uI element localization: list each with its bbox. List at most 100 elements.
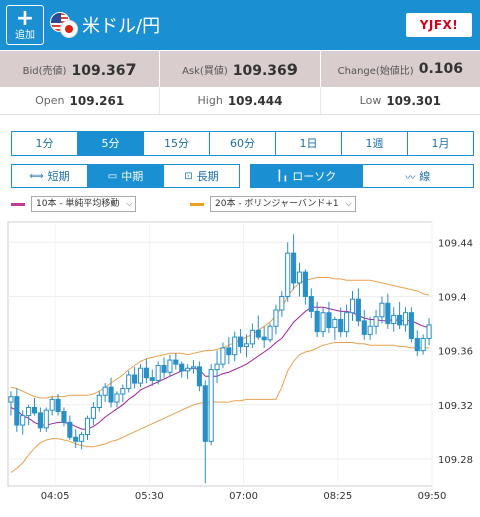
candle-body — [273, 309, 279, 327]
add-button[interactable]: + 追加 — [6, 5, 44, 45]
candle-body — [355, 298, 361, 322]
brand-logo: YJFX! — [406, 13, 472, 37]
open-cell: Open 109.261 — [0, 87, 161, 114]
app-header: + 追加 米ドル/円 YJFX! — [0, 0, 480, 50]
candle-body — [344, 312, 350, 333]
jp-flag-icon — [60, 20, 78, 38]
tab-1week[interactable]: 1週 — [342, 132, 408, 155]
y-tick-label: 109.28 — [438, 455, 473, 466]
bid-value: 109.367 — [71, 60, 136, 79]
tab-line-label: 線 — [419, 170, 431, 183]
candle-body — [202, 385, 208, 442]
candle-body — [379, 302, 385, 318]
candle-body — [190, 366, 197, 369]
tab-60min[interactable]: 60分 — [210, 132, 276, 155]
tab-line[interactable]: 〰 線 — [362, 165, 473, 187]
candle-body — [308, 295, 314, 312]
x-tick-label: 09:50 — [418, 491, 447, 502]
term-tabs: ⟺ 短期 ▭ 中期 ⊡ 長期 — [11, 164, 240, 188]
ask-value-main: 109.36 — [232, 62, 287, 79]
ask-label: Ask(買値) — [182, 65, 228, 77]
candle-body — [214, 363, 220, 371]
candle-body — [179, 363, 185, 372]
indicator-1-select[interactable]: 10本 - 単純平均移動 ⌵ — [31, 196, 137, 212]
low-label: Low — [359, 94, 382, 107]
tab-1month[interactable]: 1月 — [408, 132, 473, 155]
candle-body — [37, 412, 43, 429]
y-tick-label: 109.32 — [438, 401, 473, 412]
price-chart[interactable]: 109.44 109.4 109.36 109.32 109.28 04:05 05:30 0… — [0, 218, 480, 517]
plus-icon: + — [15, 6, 35, 31]
candle-body — [26, 406, 32, 417]
candle-body — [126, 374, 132, 390]
tab-1min[interactable]: 1分 — [12, 132, 78, 155]
candle-body — [255, 329, 261, 338]
bid-value-main: 109.36 — [71, 62, 126, 79]
candle-body — [291, 252, 297, 284]
candle-body — [14, 396, 20, 426]
candle-body — [397, 314, 403, 326]
low-value: 109.301 — [386, 93, 441, 108]
candle-body — [402, 312, 409, 326]
indicator-1-swatch — [11, 202, 25, 206]
candle-body — [302, 271, 308, 297]
candle-body — [314, 310, 320, 333]
candle-body — [361, 320, 367, 335]
candle-body — [149, 377, 155, 381]
candle-body — [420, 337, 426, 352]
currency-pair-title: 米ドル/円 — [82, 16, 161, 37]
high-label: High — [197, 94, 223, 107]
tab-mid-term[interactable]: ▭ 中期 — [88, 165, 164, 187]
candle-body — [196, 366, 202, 387]
candle-body — [326, 312, 332, 329]
tab-mid-term-label: 中期 — [121, 170, 144, 183]
candle-body — [320, 312, 326, 333]
chevron-down-icon: ⌵ — [126, 199, 133, 208]
candlestick-icon: ┃╻ — [276, 170, 289, 182]
currency-flags-icon — [50, 12, 78, 38]
candle-body — [185, 367, 191, 372]
candle-body — [414, 337, 420, 352]
tab-long-term[interactable]: ⊡ 長期 — [164, 165, 239, 187]
bid-value-pip: 7 — [125, 59, 137, 79]
candle-body — [114, 393, 120, 403]
line-chart-icon: 〰 — [405, 172, 416, 184]
indicator-2-select[interactable]: 20本 - ボリンジャーバンド+1 ⌵ — [210, 196, 356, 212]
bollinger-lower-line — [10, 342, 430, 473]
candle-body — [108, 386, 114, 403]
ask-value-pip: 9 — [286, 59, 298, 79]
indicator-1: 10本 - 単純平均移動 ⌵ — [11, 196, 137, 212]
candle-body — [8, 396, 14, 403]
long-term-icon: ⊡ — [184, 170, 193, 182]
tab-5min[interactable]: 5分 — [78, 132, 144, 155]
candle-body — [49, 398, 55, 411]
candle-body — [232, 336, 238, 356]
y-tick-label: 109.36 — [438, 347, 473, 358]
ask-value: 109.369 — [233, 60, 298, 79]
candle-body — [137, 367, 144, 384]
brand-logo-text: YJFX! — [419, 18, 459, 32]
candle-body — [20, 415, 26, 426]
low-cell: Low 109.301 — [321, 87, 480, 114]
tab-short-term[interactable]: ⟺ 短期 — [12, 165, 88, 187]
high-value: 109.444 — [227, 93, 283, 108]
candle-body — [67, 421, 73, 438]
candle-body — [55, 398, 61, 413]
candle-body — [143, 367, 149, 379]
bid-label: Bid(売値) — [22, 65, 67, 77]
x-tick-label: 05:30 — [135, 491, 164, 502]
bid-cell: Bid(売値) 109.367 — [0, 51, 161, 87]
candle-body — [391, 314, 397, 325]
indicator-1-select-value: 10本 - 単純平均移動 — [36, 199, 120, 209]
timeframe-tabs: 1分 5分 15分 60分 1日 1週 1月 — [11, 131, 474, 156]
tab-1day[interactable]: 1日 — [276, 132, 342, 155]
candle-body — [43, 409, 49, 429]
candle-body — [96, 394, 102, 408]
tab-candlestick[interactable]: ┃╻ ローソク — [251, 165, 363, 187]
candle-body — [279, 295, 285, 311]
y-tick-label: 109.44 — [438, 238, 473, 249]
candle-body — [243, 343, 250, 348]
tab-15min[interactable]: 15分 — [144, 132, 210, 155]
bollinger-upper-line — [10, 277, 430, 399]
candle-body — [132, 374, 138, 384]
